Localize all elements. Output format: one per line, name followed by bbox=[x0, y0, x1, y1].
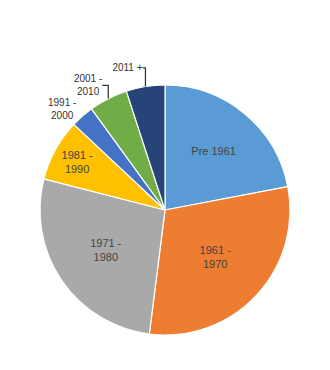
svg-text:2001 -2010: 2001 -2010 bbox=[74, 73, 102, 97]
svg-text:1991 -2000: 1991 -2000 bbox=[48, 97, 76, 121]
svg-text:1981 -1990: 1981 -1990 bbox=[62, 149, 94, 175]
svg-text:1971 -1980: 1971 -1980 bbox=[90, 237, 122, 263]
svg-text:Pre 1961: Pre 1961 bbox=[191, 145, 236, 157]
svg-text:2011 +: 2011 + bbox=[112, 62, 142, 73]
svg-text:1961 -1970: 1961 -1970 bbox=[200, 244, 232, 270]
